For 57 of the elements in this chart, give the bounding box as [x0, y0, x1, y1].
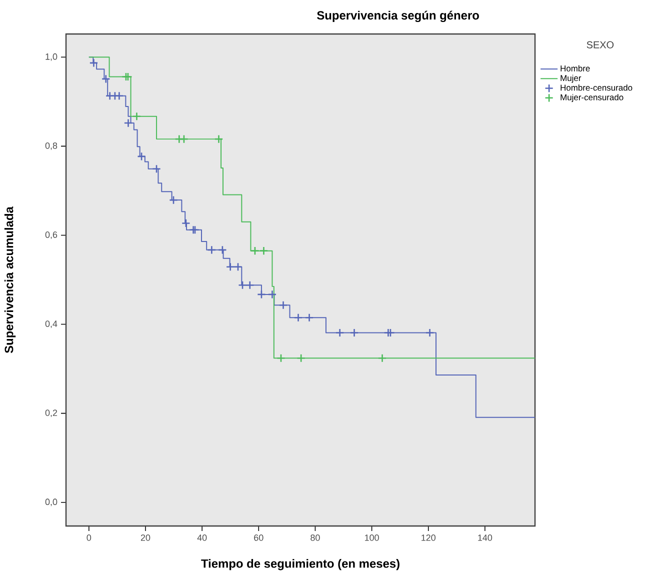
- point: [378, 354, 387, 363]
- legend-label: Mujer-censurado: [560, 94, 624, 102]
- point: [296, 354, 306, 363]
- point: [214, 134, 224, 144]
- point: [250, 246, 260, 256]
- legend-label: Hombre: [560, 65, 590, 72]
- point: [276, 354, 286, 363]
- point: [238, 280, 247, 290]
- point: [257, 290, 266, 299]
- point: [335, 328, 344, 338]
- point: [137, 152, 146, 161]
- point: [278, 300, 288, 310]
- y-tick-label: 0,2: [45, 410, 58, 418]
- point: [207, 245, 216, 254]
- point: [122, 72, 130, 82]
- point: [425, 328, 434, 338]
- y-tick-label: 0,6: [45, 232, 58, 239]
- point: [190, 225, 200, 234]
- point: [350, 328, 359, 338]
- point: [124, 72, 132, 82]
- point: [386, 328, 395, 338]
- point: [245, 280, 254, 290]
- point: [152, 164, 161, 174]
- legend-label: Mujer: [560, 74, 582, 83]
- y-tick-label: 1,0: [46, 53, 58, 61]
- point: [294, 313, 303, 322]
- y-tick-label: 0,0: [45, 498, 58, 506]
- point: [259, 246, 268, 256]
- point: [101, 74, 110, 84]
- point: [182, 218, 190, 228]
- point: [188, 225, 198, 234]
- x-tick-label: 20: [140, 534, 150, 541]
- point: [89, 58, 98, 68]
- x-tick-label: 40: [197, 534, 207, 541]
- x-tick-label: 120: [422, 534, 436, 541]
- point: [234, 262, 242, 272]
- point: [226, 262, 235, 272]
- x-tick-label: 140: [478, 534, 492, 541]
- point: [268, 290, 277, 299]
- point: [114, 91, 124, 100]
- y-tick-label: 0,8: [45, 142, 58, 150]
- point: [218, 245, 227, 254]
- y-axis-title: Supervivencia acumulada: [4, 206, 16, 354]
- legend-label: Hombre-censurado: [560, 84, 632, 91]
- x-tick-label: 60: [254, 534, 264, 541]
- point: [304, 313, 314, 322]
- x-tick-label: 100: [364, 534, 379, 541]
- point: [180, 134, 188, 144]
- x-axis-title: Tiempo de seguimiento (en meses): [201, 559, 400, 570]
- x-tick-label: 0: [86, 534, 92, 541]
- point: [124, 118, 133, 128]
- chart-title: Supervivencia según género: [317, 10, 479, 22]
- x-tick-label: 80: [310, 534, 320, 541]
- legend-title: SEXO: [586, 41, 614, 48]
- y-tick-label: 0,4: [45, 320, 58, 328]
- point: [132, 112, 142, 121]
- point: [169, 196, 178, 204]
